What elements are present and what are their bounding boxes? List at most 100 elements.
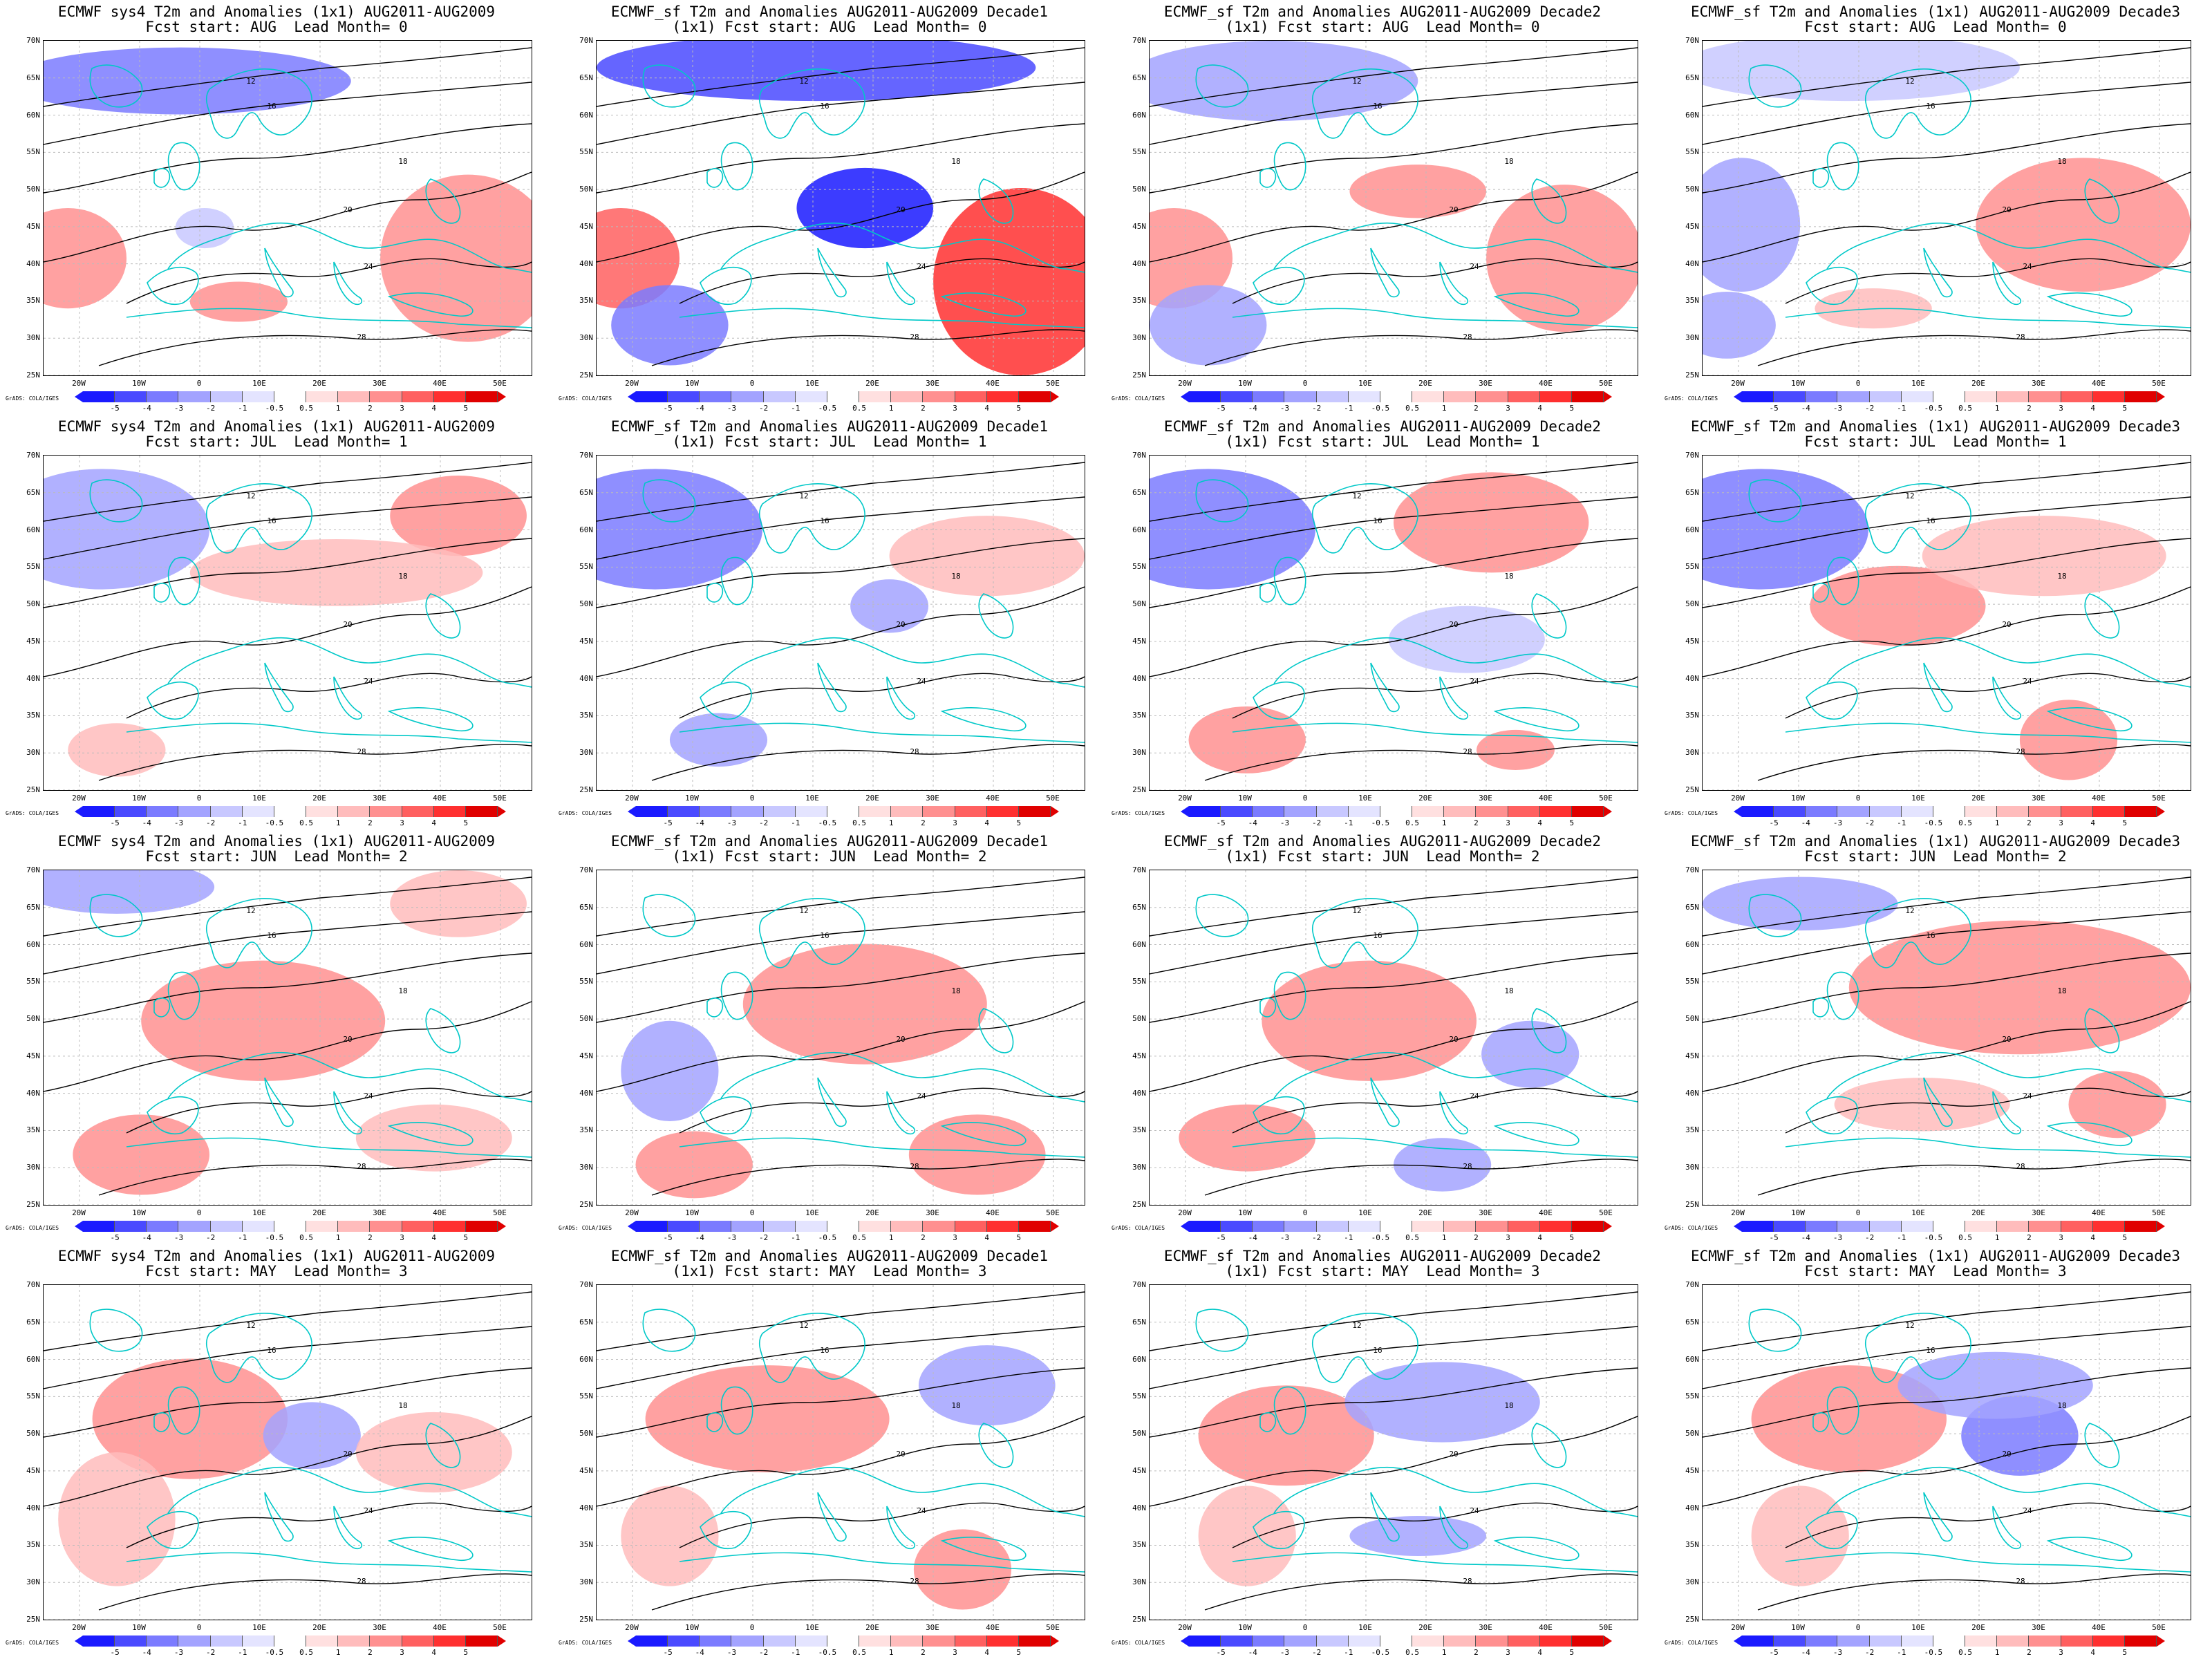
lat-label: 55N (1132, 977, 1146, 986)
anomaly-map: 12 16 18 20 24 28 (1149, 870, 1638, 1206)
colorbar-swatch (1380, 806, 1413, 817)
anomaly-region (1810, 565, 1986, 646)
lon-label: 20W (1731, 379, 1745, 388)
colorbar-swatch (1316, 391, 1349, 402)
colorbar-swatch (668, 391, 700, 402)
anomaly-region (1394, 472, 1589, 573)
lat-label: 50N (1132, 599, 1146, 609)
colorbar-label: -5 (110, 404, 120, 413)
colorbar-swatch (891, 1221, 924, 1232)
lat-label: 40N (26, 1503, 40, 1512)
lat-label: 25N (26, 371, 40, 379)
lat-label: 35N (1132, 711, 1146, 720)
colorbar-swatch (210, 1221, 243, 1232)
isotherm-contour (651, 744, 1085, 781)
colorbar-swatch (1869, 1635, 1902, 1647)
colorbar-swatch (2029, 1635, 2061, 1647)
coastline (817, 1077, 847, 1127)
colorbar-label: 3 (2059, 404, 2063, 413)
lat-label: 45N (579, 1465, 593, 1475)
grads-credit: GrADS: COLA/IGES (1665, 810, 1718, 816)
colorbar-label: 2 (2027, 818, 2032, 827)
lon-label: 20W (72, 794, 86, 803)
colorbar-min-arrow (1734, 806, 1742, 817)
contour-label: 12 (246, 491, 255, 500)
lon-label: 0 (1302, 794, 1308, 803)
coastline (147, 682, 199, 720)
colorbar-label: -5 (663, 404, 673, 413)
colorbar-min-arrow (1181, 1635, 1189, 1647)
lon-label: 0 (749, 1208, 755, 1217)
isotherm-contour (44, 47, 532, 107)
coastline (1923, 1492, 1953, 1542)
colorbar-swatch (1412, 1221, 1445, 1232)
coastline (206, 483, 312, 554)
lat-label: 25N (26, 1200, 40, 1209)
colorbar-swatch (433, 1635, 466, 1647)
contour-label: 12 (1352, 77, 1361, 86)
colorbar-swatch (923, 391, 955, 402)
anomaly-region (913, 1529, 1012, 1610)
anomaly-map: 12 16 18 20 24 28 (596, 870, 1085, 1206)
colorbar-swatch (859, 391, 892, 402)
colorbar (83, 1635, 498, 1647)
coastline (1923, 662, 1953, 713)
colorbar-label: -2 (758, 818, 769, 827)
colorbar-label: -5 (1216, 1648, 1226, 1657)
colorbar-label: -1 (791, 404, 800, 413)
contour-label: 18 (398, 572, 407, 581)
colorbar-label: -1 (791, 818, 800, 827)
isotherm-contour (1150, 1001, 1638, 1092)
lat-label: 70N (579, 36, 593, 45)
contour-label: 28 (910, 332, 919, 341)
lat-label: 40N (1685, 673, 1699, 683)
lat-label: 50N (1132, 1429, 1146, 1438)
lat-label: 30N (579, 1163, 593, 1172)
colorbar-label: 5 (463, 1648, 469, 1657)
colorbar-label: 4 (1537, 1233, 1542, 1242)
colorbar-swatch (2061, 1635, 2093, 1647)
panel-title: ECMWF sys4 T2m and Anomalies (1x1) AUG20… (57, 833, 496, 850)
colorbar-swatch (1742, 1221, 1774, 1232)
lon-label: 0 (1302, 1623, 1308, 1632)
lat-label: 55N (1685, 1391, 1699, 1401)
colorbar-swatch (147, 391, 179, 402)
colorbar-swatch (1997, 1635, 2030, 1647)
colorbar-label: 3 (1506, 1648, 1510, 1657)
map-panel: ECMWF_sf T2m and Anomalies (1x1) AUG2011… (1659, 0, 2212, 415)
lat-label: 35N (1685, 1125, 1699, 1135)
isotherm-contour (1204, 329, 1638, 366)
lon-label: 0 (196, 1623, 202, 1632)
panel-title: ECMWF sys4 T2m and Anomalies (1x1) AUG20… (57, 1248, 496, 1264)
coastline (153, 583, 171, 603)
coastline (1493, 1122, 1580, 1147)
colorbar-label: 5 (1569, 1648, 1575, 1657)
lon-label: 30E (1479, 794, 1492, 803)
coastline (1370, 1077, 1400, 1127)
colorbar-label: 4 (2090, 1233, 2095, 1242)
lat-label: 55N (26, 562, 40, 572)
anomaly-map-svg: 12 16 18 20 24 28 (44, 456, 532, 790)
lat-label: 60N (26, 525, 40, 534)
isotherm-contour (98, 329, 532, 366)
panel-title: ECMWF sys4 T2m and Anomalies (1x1) AUG20… (57, 3, 496, 20)
lat-label: 40N (26, 259, 40, 268)
colorbar-label: 0.5 (852, 404, 866, 413)
anomaly-region (611, 285, 729, 366)
lon-label: 0 (749, 1623, 755, 1632)
contour-label: 24 (2023, 262, 2032, 271)
colorbar (636, 1635, 1051, 1647)
isotherm-contour (597, 462, 1085, 522)
lat-label: 30N (579, 748, 593, 758)
lat-label: 60N (26, 1354, 40, 1364)
colorbar-label: 1 (888, 1233, 894, 1242)
contour-label: 16 (267, 102, 276, 111)
coastline (89, 479, 143, 523)
colorbar-label: -0.5 (1371, 1648, 1390, 1657)
colorbar-swatch (1806, 806, 1838, 817)
lat-label: 25N (1132, 371, 1146, 379)
panel-title: ECMWF_sf T2m and Anomalies AUG2011-AUG20… (1163, 833, 1602, 850)
colorbar-label: -1 (791, 1233, 800, 1242)
colorbar-label: -2 (1864, 1648, 1875, 1657)
colorbar-label: -0.5 (265, 1648, 284, 1657)
